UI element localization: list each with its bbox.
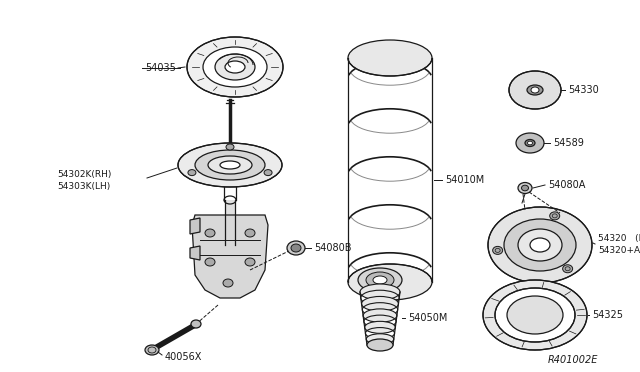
Ellipse shape	[530, 238, 550, 252]
Ellipse shape	[225, 61, 245, 73]
Text: 54325: 54325	[592, 310, 623, 320]
Ellipse shape	[365, 321, 396, 333]
Ellipse shape	[178, 143, 282, 187]
Ellipse shape	[563, 265, 573, 273]
Ellipse shape	[522, 185, 529, 191]
Ellipse shape	[188, 170, 196, 176]
Ellipse shape	[145, 345, 159, 355]
Text: 54589: 54589	[553, 138, 584, 148]
Ellipse shape	[363, 309, 397, 322]
Ellipse shape	[358, 268, 402, 292]
Ellipse shape	[507, 296, 563, 334]
Ellipse shape	[220, 161, 240, 169]
Ellipse shape	[516, 133, 544, 153]
Ellipse shape	[504, 219, 576, 271]
Text: R401002E: R401002E	[548, 355, 598, 365]
Ellipse shape	[264, 170, 272, 176]
Ellipse shape	[360, 284, 400, 300]
Ellipse shape	[187, 37, 283, 97]
Text: 54330: 54330	[568, 85, 599, 95]
Text: 54080A: 54080A	[548, 180, 586, 190]
Ellipse shape	[226, 144, 234, 150]
Ellipse shape	[525, 140, 535, 147]
Ellipse shape	[223, 279, 233, 287]
Ellipse shape	[550, 212, 560, 220]
Polygon shape	[520, 135, 540, 151]
Ellipse shape	[203, 47, 267, 87]
Text: 54320+A(LH): 54320+A(LH)	[598, 246, 640, 254]
Text: 54320   (RH): 54320 (RH)	[598, 234, 640, 243]
Text: 40056X: 40056X	[165, 352, 202, 362]
Ellipse shape	[245, 229, 255, 237]
Polygon shape	[190, 218, 200, 234]
Ellipse shape	[509, 71, 561, 109]
Ellipse shape	[366, 272, 394, 288]
Ellipse shape	[527, 141, 532, 145]
Ellipse shape	[518, 183, 532, 193]
Ellipse shape	[518, 229, 562, 261]
Ellipse shape	[195, 150, 265, 180]
Text: 54303K(LH): 54303K(LH)	[57, 182, 110, 190]
Ellipse shape	[495, 288, 575, 342]
Ellipse shape	[287, 241, 305, 255]
Ellipse shape	[373, 276, 387, 284]
Text: 54010M: 54010M	[445, 175, 484, 185]
Ellipse shape	[191, 320, 201, 328]
Ellipse shape	[531, 87, 539, 93]
Ellipse shape	[208, 156, 252, 174]
Polygon shape	[518, 76, 552, 104]
Ellipse shape	[245, 258, 255, 266]
Ellipse shape	[488, 207, 592, 283]
Text: 54035: 54035	[145, 63, 176, 73]
Ellipse shape	[348, 264, 432, 300]
Polygon shape	[192, 215, 268, 298]
Ellipse shape	[362, 296, 399, 311]
Ellipse shape	[205, 229, 215, 237]
Text: 54050M: 54050M	[408, 313, 447, 323]
Ellipse shape	[215, 54, 255, 80]
Polygon shape	[190, 246, 200, 260]
Ellipse shape	[367, 339, 393, 351]
Ellipse shape	[291, 244, 301, 252]
Ellipse shape	[493, 246, 502, 254]
Polygon shape	[225, 200, 235, 245]
Text: 54302K(RH): 54302K(RH)	[57, 170, 111, 180]
Ellipse shape	[366, 334, 394, 344]
Ellipse shape	[348, 40, 432, 76]
Ellipse shape	[205, 258, 215, 266]
Ellipse shape	[483, 280, 587, 350]
Ellipse shape	[527, 85, 543, 95]
Text: 54080B: 54080B	[314, 243, 351, 253]
